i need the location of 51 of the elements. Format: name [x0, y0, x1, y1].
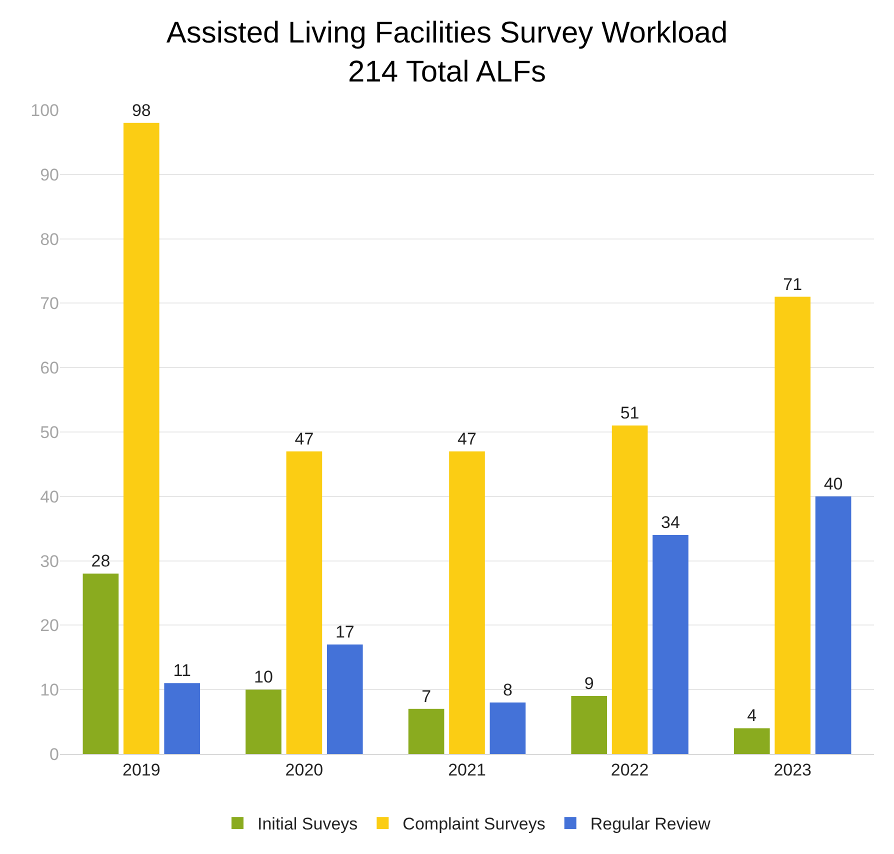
- data-label: 10: [254, 668, 273, 687]
- data-label: 9: [584, 674, 594, 694]
- bar: [246, 690, 282, 754]
- chart-subtitle: 214 Total ALFs: [348, 56, 546, 89]
- data-label: 47: [294, 429, 314, 448]
- bar: [734, 728, 770, 754]
- y-tick-label: 100: [30, 100, 59, 120]
- bar: [408, 708, 444, 754]
- bar: [286, 451, 322, 754]
- bar: [815, 496, 852, 754]
- data-label: 7: [422, 686, 432, 706]
- bar: [571, 696, 608, 754]
- bar: [449, 451, 485, 754]
- x-tick-label: 2020: [285, 760, 324, 780]
- legend-label: Initial Suveys: [258, 814, 358, 834]
- y-tick-label: 30: [40, 552, 59, 571]
- x-tick-label: 2022: [610, 760, 649, 780]
- y-tick-label: 60: [40, 358, 59, 378]
- data-label: 11: [173, 661, 191, 680]
- bar: [82, 574, 119, 754]
- bar: [774, 296, 811, 754]
- bar: [612, 426, 648, 754]
- y-tick-label: 70: [40, 294, 59, 314]
- data-label: 40: [824, 474, 843, 494]
- data-label: 17: [335, 622, 354, 642]
- y-tick-label: 50: [40, 422, 59, 442]
- bar: [652, 535, 688, 754]
- data-label: 98: [132, 100, 151, 120]
- y-tick-label: 80: [40, 230, 59, 249]
- legend-label: Regular Review: [590, 814, 712, 834]
- data-label: 47: [458, 429, 476, 448]
- x-tick-label: 2019: [122, 760, 160, 780]
- chart-title: Assisted Living Facilities Survey Workload: [166, 16, 728, 50]
- data-label: 4: [747, 706, 757, 726]
- bar: [490, 702, 526, 754]
- y-tick-label: 90: [40, 165, 59, 184]
- y-tick-label: 40: [40, 487, 59, 506]
- bar: [164, 683, 200, 754]
- data-label: 34: [661, 513, 680, 532]
- data-label: 8: [502, 680, 512, 700]
- x-tick-label: 2021: [448, 760, 486, 780]
- y-tick-label: 10: [40, 680, 59, 700]
- x-tick-label: 2023: [774, 760, 812, 780]
- y-tick-label: 20: [40, 616, 59, 636]
- data-label: 51: [620, 404, 640, 423]
- data-label: 28: [91, 552, 110, 571]
- bar: [326, 644, 363, 754]
- bar: [123, 122, 160, 754]
- data-label: 71: [783, 274, 802, 294]
- y-tick-label: 0: [50, 744, 59, 764]
- legend-label: Complaint Surveys: [402, 814, 546, 834]
